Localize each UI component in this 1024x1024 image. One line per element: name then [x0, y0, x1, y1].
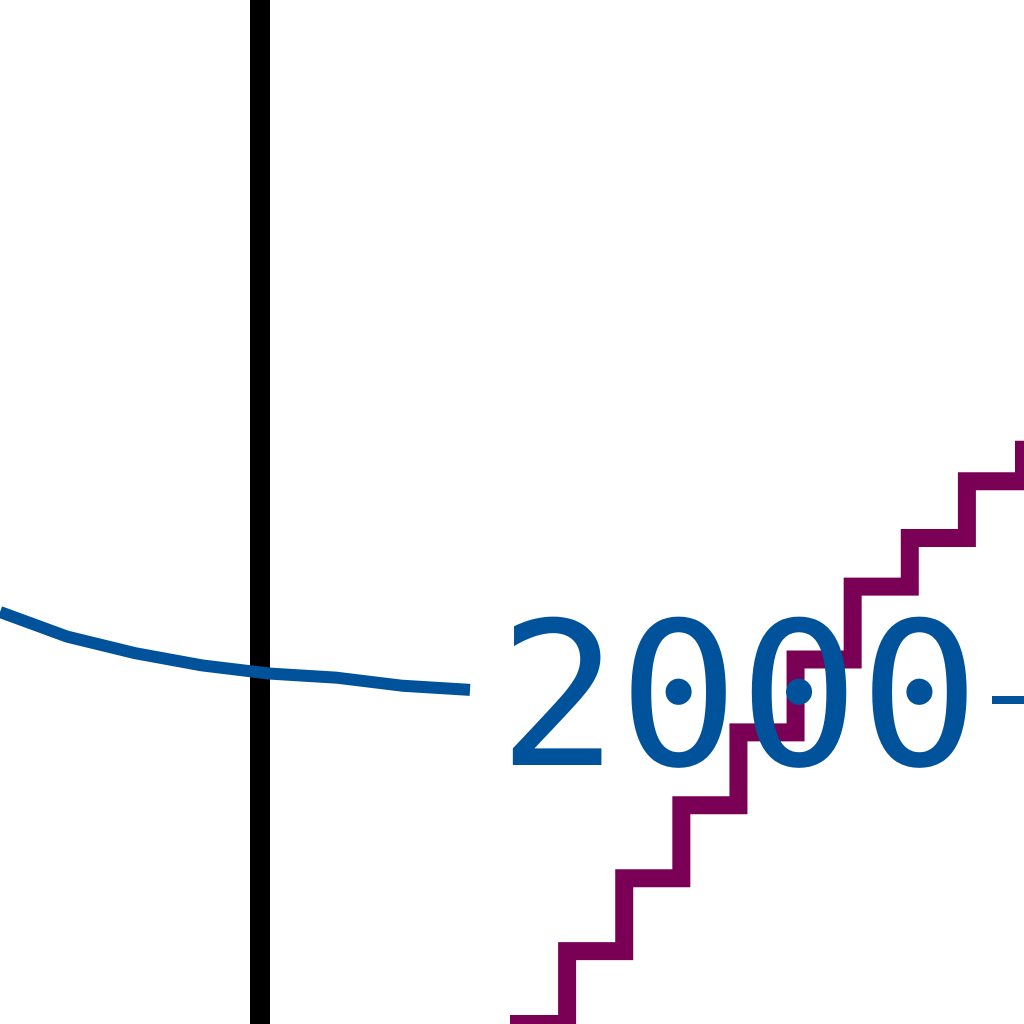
- tick-label: 2000: [498, 580, 980, 813]
- series-layer: [0, 440, 1024, 1024]
- series-line-0: [0, 606, 471, 696]
- series-line-1: [510, 440, 1024, 1024]
